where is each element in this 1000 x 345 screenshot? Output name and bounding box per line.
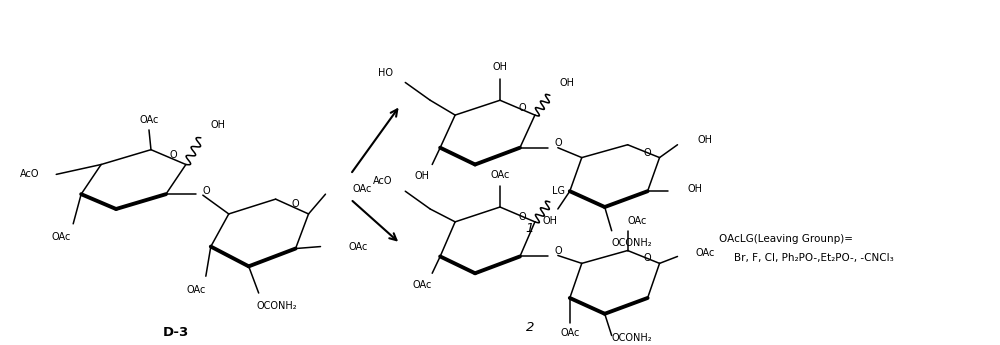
Text: HO: HO: [378, 68, 393, 78]
Text: OAc: OAc: [628, 216, 647, 226]
Text: 1: 1: [526, 222, 534, 235]
Text: O: O: [518, 212, 526, 222]
Text: O: O: [644, 148, 651, 158]
Text: Br, F, Cl, Ph₂PO-,Et₂PO-, -CNCl₃: Br, F, Cl, Ph₂PO-,Et₂PO-, -CNCl₃: [734, 254, 894, 264]
Text: O: O: [518, 103, 526, 113]
Text: O: O: [555, 246, 562, 256]
Text: OAc: OAc: [52, 232, 71, 242]
Text: O: O: [555, 138, 562, 148]
Text: OCONH₂: OCONH₂: [611, 333, 652, 343]
Text: OH: OH: [687, 184, 702, 194]
Text: OCONH₂: OCONH₂: [256, 301, 297, 311]
Text: OAc: OAc: [352, 184, 372, 194]
Text: AcO: AcO: [20, 169, 39, 179]
Text: OH: OH: [415, 171, 430, 181]
Text: OAc: OAc: [186, 285, 206, 295]
Text: AcO: AcO: [373, 176, 392, 186]
Text: D-3: D-3: [163, 326, 189, 339]
Text: OAcLG(Leaving Grounp)=: OAcLG(Leaving Grounp)=: [719, 234, 853, 244]
Text: O: O: [203, 186, 210, 196]
Text: 2: 2: [526, 321, 534, 334]
Text: OAc: OAc: [560, 327, 579, 337]
Text: OH: OH: [542, 216, 557, 226]
Text: OH: OH: [560, 78, 575, 88]
Text: OAc: OAc: [490, 170, 510, 180]
Text: O: O: [644, 254, 651, 264]
Text: O: O: [169, 150, 177, 160]
Text: OAc: OAc: [413, 280, 432, 290]
Text: OAc: OAc: [695, 248, 715, 258]
Text: LG: LG: [552, 186, 565, 196]
Text: OCONH₂: OCONH₂: [611, 238, 652, 248]
Text: OH: OH: [211, 120, 226, 130]
Text: O: O: [292, 199, 299, 209]
Text: OAc: OAc: [139, 115, 159, 125]
Text: OAc: OAc: [348, 241, 368, 252]
Text: OH: OH: [493, 62, 508, 72]
Text: OH: OH: [697, 135, 712, 145]
